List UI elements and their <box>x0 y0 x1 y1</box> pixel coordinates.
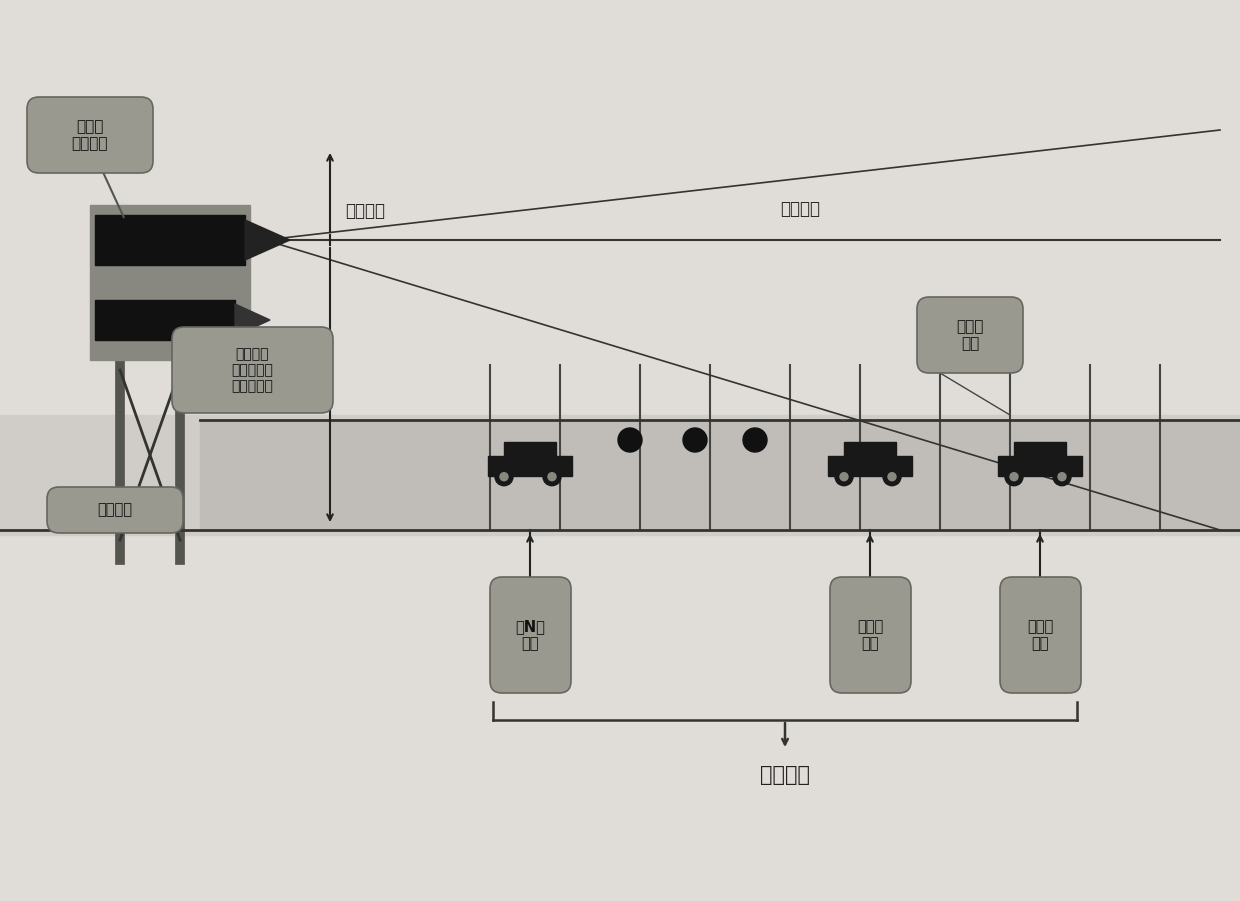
FancyBboxPatch shape <box>27 97 153 173</box>
Circle shape <box>1004 468 1023 486</box>
Bar <box>844 441 897 458</box>
Text: 第二帧
位置: 第二帧 位置 <box>857 619 884 651</box>
Circle shape <box>618 428 642 452</box>
Circle shape <box>1011 473 1018 481</box>
Text: 第N帧
位置: 第N帧 位置 <box>516 619 546 651</box>
Bar <box>828 456 911 476</box>
Circle shape <box>743 428 768 452</box>
FancyBboxPatch shape <box>999 577 1081 693</box>
Circle shape <box>835 468 853 486</box>
Text: 测速相
机（右）: 测速相 机（右） <box>72 119 108 151</box>
Text: 水平视角: 水平视角 <box>780 200 820 218</box>
FancyBboxPatch shape <box>172 327 334 413</box>
Bar <box>503 441 556 458</box>
FancyBboxPatch shape <box>830 577 911 693</box>
Text: 第一帧
位置: 第一帧 位置 <box>1028 619 1054 651</box>
Circle shape <box>683 428 707 452</box>
Polygon shape <box>236 304 270 336</box>
Circle shape <box>1058 473 1066 481</box>
Bar <box>0 415 1240 535</box>
Bar <box>95 300 236 340</box>
Circle shape <box>888 473 897 481</box>
Bar <box>1014 441 1066 458</box>
Text: 测速过程: 测速过程 <box>760 765 810 785</box>
Circle shape <box>495 468 513 486</box>
Bar <box>95 215 246 265</box>
Circle shape <box>500 473 508 481</box>
Text: 伺服系列: 伺服系列 <box>98 503 133 517</box>
FancyBboxPatch shape <box>47 487 184 533</box>
Text: 视野范围: 视野范围 <box>345 202 384 220</box>
Polygon shape <box>246 220 290 260</box>
Circle shape <box>548 473 556 481</box>
Circle shape <box>1053 468 1071 486</box>
Text: 距离标
定尺: 距离标 定尺 <box>956 319 983 351</box>
Bar <box>200 420 1240 530</box>
FancyBboxPatch shape <box>918 297 1023 373</box>
Circle shape <box>883 468 901 486</box>
Bar <box>91 205 250 360</box>
Text: 水平调小
伺服机（含
编码反馈）: 水平调小 伺服机（含 编码反馈） <box>232 347 274 393</box>
FancyBboxPatch shape <box>490 577 570 693</box>
Bar <box>998 456 1083 476</box>
Circle shape <box>543 468 560 486</box>
Bar <box>489 456 572 476</box>
Circle shape <box>839 473 848 481</box>
